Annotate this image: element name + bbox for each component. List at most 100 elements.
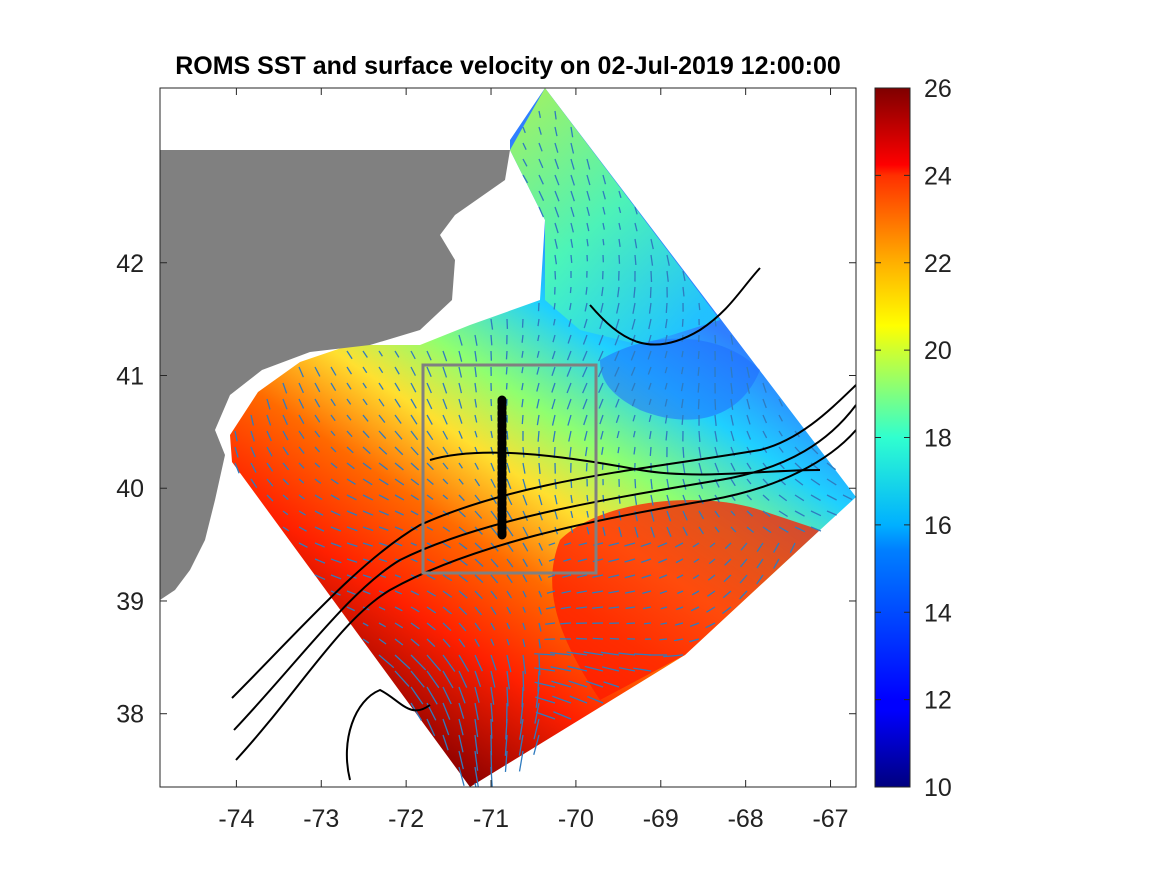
velocity-vector: [314, 430, 321, 438]
velocity-vector: [690, 606, 700, 612]
velocity-vector: [631, 398, 636, 407]
velocity-vector: [234, 446, 239, 458]
velocity-vector: [474, 766, 479, 787]
velocity-vector: [537, 670, 540, 692]
velocity-vector: [608, 606, 620, 609]
velocity-vector: [762, 398, 767, 409]
velocity-vector: [506, 462, 511, 473]
velocity-vector: [633, 446, 636, 455]
velocity-vector: [602, 510, 606, 520]
velocity-vector: [362, 542, 373, 547]
velocity-vector: [647, 366, 652, 375]
velocity-vector: [314, 558, 326, 564]
velocity-vector: [474, 622, 481, 632]
velocity-vector: [426, 414, 433, 425]
velocity-vector: [566, 398, 572, 410]
velocity-vector: [547, 574, 556, 578]
velocity-vector: [664, 366, 668, 374]
velocity-vector: [442, 430, 449, 440]
velocity-vector: [680, 366, 684, 375]
velocity-vector: [602, 206, 606, 215]
velocity-vector: [442, 542, 452, 549]
velocity-vector: [714, 446, 719, 458]
velocity-vector: [298, 542, 308, 548]
velocity-vector: [442, 702, 451, 720]
velocity-vector: [330, 478, 339, 485]
velocity-vector: [474, 654, 483, 672]
x-tick-label: -67: [812, 805, 848, 833]
velocity-vector: [682, 286, 685, 297]
velocity-vector: [474, 574, 484, 584]
velocity-vector: [649, 446, 652, 456]
velocity-vector: [584, 446, 588, 457]
velocity-vector: [663, 654, 684, 658]
velocity-vector: [567, 334, 572, 344]
velocity-vector: [554, 510, 558, 520]
velocity-vector: [650, 526, 656, 538]
x-tick-label: -68: [728, 805, 764, 833]
velocity-vector: [714, 462, 720, 473]
velocity-vector: [603, 681, 620, 688]
velocity-vector: [458, 574, 468, 583]
velocity-vector: [538, 110, 542, 118]
velocity-vector: [618, 494, 621, 504]
velocity-vector: [740, 542, 748, 551]
velocity-vector: [362, 510, 374, 516]
velocity-vector: [522, 654, 527, 674]
velocity-vector: [794, 510, 805, 517]
velocity-vector: [746, 366, 750, 378]
velocity-vector: [554, 238, 558, 249]
velocity-vector: [810, 510, 822, 517]
velocity-vector: [298, 510, 306, 516]
velocity-vector: [597, 366, 604, 378]
velocity-vector: [666, 526, 672, 537]
velocity-vector: [582, 398, 588, 410]
velocity-vector: [634, 653, 652, 656]
velocity-vector: [362, 574, 372, 579]
velocity-vector: [346, 398, 352, 405]
velocity-vector: [617, 286, 620, 298]
velocity-vector: [630, 366, 636, 376]
velocity-vector: [650, 238, 654, 250]
velocity-vector: [618, 238, 621, 247]
velocity-vector: [534, 653, 556, 656]
velocity-vector: [426, 574, 436, 580]
velocity-vector: [675, 558, 684, 564]
velocity-vector: [490, 718, 493, 739]
velocity-vector: [551, 382, 556, 393]
velocity-vector: [697, 366, 700, 376]
velocity-vector: [378, 606, 386, 611]
velocity-vector: [569, 302, 572, 311]
velocity-vector: [378, 654, 395, 669]
velocity-vector: [615, 414, 620, 423]
velocity-vector: [598, 350, 604, 362]
velocity-vector: [762, 382, 767, 393]
velocity-vector: [522, 606, 526, 613]
velocity-vector: [632, 302, 636, 314]
velocity-vector: [794, 446, 802, 454]
velocity-vector: [660, 606, 668, 610]
velocity-vector: [490, 622, 496, 631]
velocity-vector: [426, 382, 432, 394]
velocity-vector: [634, 206, 638, 215]
velocity-vector: [665, 302, 668, 313]
velocity-vector: [522, 622, 526, 631]
velocity-vector: [426, 510, 433, 515]
velocity-vector: [410, 654, 427, 671]
velocity-vector: [778, 446, 784, 453]
velocity-vector: [442, 574, 453, 582]
velocity-vector: [538, 126, 542, 135]
velocity-vector: [698, 526, 704, 535]
velocity-vector: [538, 510, 543, 521]
velocity-vector: [664, 318, 668, 329]
colorbar-ticks: 10 12 14 16 18 20 22 24 26: [875, 75, 952, 802]
velocity-vector: [506, 430, 509, 440]
velocity-vector: [692, 542, 700, 548]
velocity-vector: [474, 590, 483, 600]
velocity-vector: [394, 590, 402, 595]
velocity-vector: [474, 718, 479, 738]
velocity-vector: [362, 638, 370, 644]
velocity-vector: [778, 398, 784, 407]
velocity-vector: [624, 558, 636, 563]
